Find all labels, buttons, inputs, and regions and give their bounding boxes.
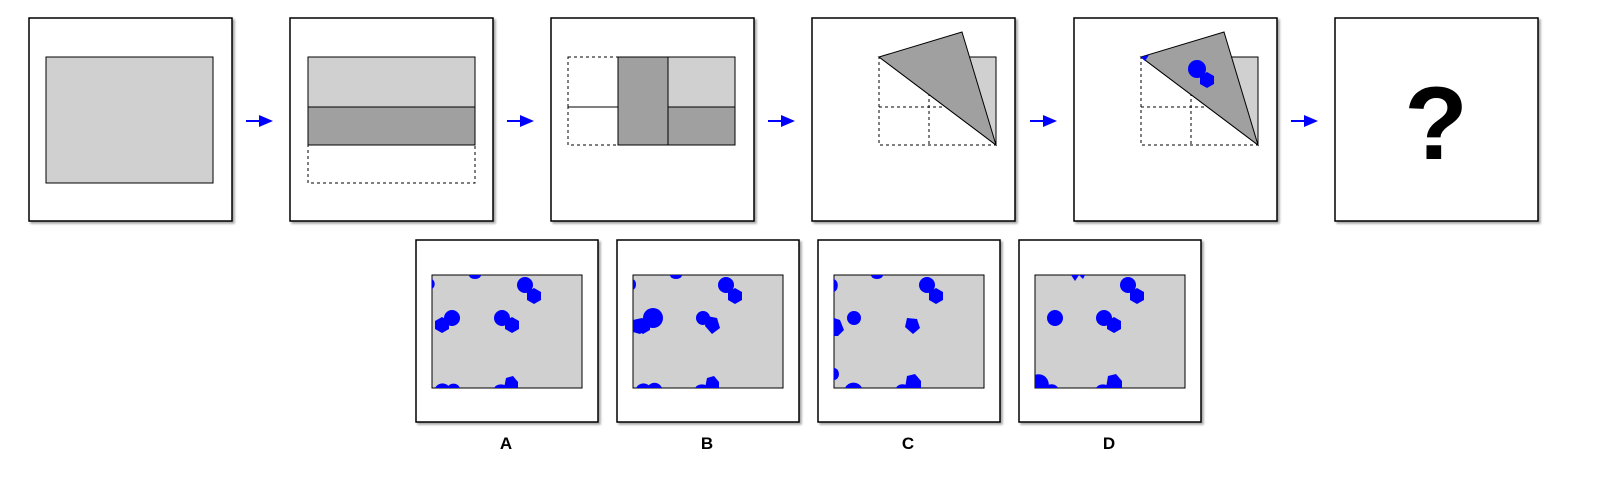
holes: [432, 275, 541, 388]
question-panel: ?: [1334, 17, 1539, 222]
unfolded-paper: [833, 274, 985, 389]
folded-flap: [617, 56, 669, 146]
step-3-panel: [550, 17, 755, 222]
holes: [1035, 275, 1144, 388]
option-a[interactable]: A: [415, 239, 599, 453]
option-c[interactable]: C: [817, 239, 1001, 453]
hole-circle: [1188, 60, 1206, 78]
question-mark: ?: [1404, 66, 1468, 182]
unfolded-paper: [632, 274, 784, 389]
paper-bottom-right: [667, 106, 736, 146]
option-d[interactable]: D: [1018, 239, 1202, 453]
step-1-panel: [28, 17, 233, 222]
paper-top-part: [307, 56, 476, 108]
unfolded-paper: [431, 274, 583, 389]
step-2-panel: [289, 17, 494, 222]
option-c-label: C: [902, 434, 914, 453]
holes: [633, 275, 742, 388]
step-5-panel: [1073, 17, 1278, 222]
folded-flap: [307, 106, 476, 146]
option-a-label: A: [500, 434, 512, 453]
option-b[interactable]: B: [616, 239, 800, 453]
folded-triangle: [1139, 31, 1259, 147]
option-d-label: D: [1103, 434, 1115, 453]
option-b-label: B: [701, 434, 713, 453]
unfolded-paper: [1034, 274, 1186, 389]
holes: [834, 275, 943, 388]
folded-triangle: [877, 31, 997, 147]
original-outline: [307, 144, 476, 184]
step-4-panel: [811, 17, 1016, 222]
paper-top-right: [667, 56, 736, 108]
paper-sheet: [45, 56, 214, 184]
hole-corner: [1141, 55, 1149, 61]
